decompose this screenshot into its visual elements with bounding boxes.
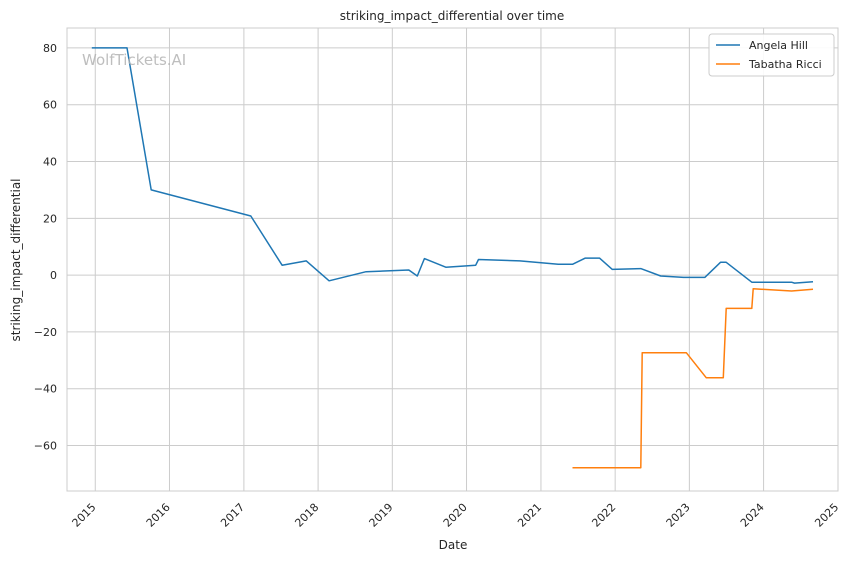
watermark: WolfTickets.AI bbox=[82, 51, 186, 69]
y-tick-label-60: 60 bbox=[43, 99, 57, 112]
legend-box bbox=[708, 33, 835, 77]
y-axis-label: striking_impact_differential bbox=[9, 178, 23, 341]
y-tick-label-0: 0 bbox=[50, 269, 57, 282]
legend: Angela Hill Tabatha Ricci bbox=[708, 33, 835, 77]
legend-label-tabatha-ricci: Tabatha Ricci bbox=[748, 58, 822, 71]
y-tick-label-minus-60: −60 bbox=[34, 440, 57, 453]
y-tick-label-minus-40: −40 bbox=[34, 383, 57, 396]
y-tick-label-20: 20 bbox=[43, 212, 57, 225]
y-tick-label-minus-20: −20 bbox=[34, 326, 57, 339]
y-tick-label-80: 80 bbox=[43, 42, 57, 55]
legend-label-angela-hill: Angela Hill bbox=[749, 39, 808, 52]
chart-title: striking_impact_differential over time bbox=[340, 9, 565, 23]
series-line-tabatha-ricci bbox=[572, 288, 814, 469]
y-tick-label-40: 40 bbox=[43, 156, 57, 169]
x-axis-label: Date bbox=[439, 538, 468, 552]
series-line-angela-hill bbox=[91, 47, 814, 284]
plot-frame bbox=[66, 27, 839, 492]
series-lines bbox=[91, 47, 814, 469]
